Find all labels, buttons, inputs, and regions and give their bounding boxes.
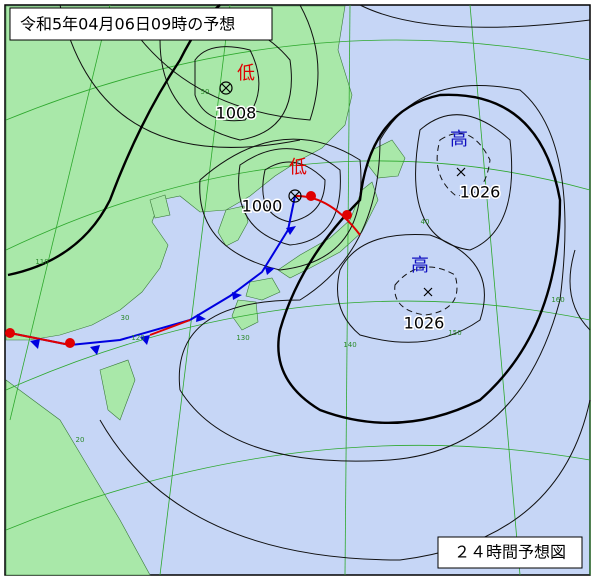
title-box xyxy=(9,7,273,41)
grid-label: 150 xyxy=(448,329,461,337)
land xyxy=(5,5,406,576)
footer-label: ２４時間予想図 xyxy=(454,543,566,562)
grid-label: 130 xyxy=(236,334,249,342)
grid-label: 160 xyxy=(551,296,564,304)
pressure-value: 1008 xyxy=(216,104,257,123)
system-kind: 高 xyxy=(450,129,468,150)
grid-label: 120 xyxy=(131,334,144,342)
pressure-value: 1026 xyxy=(404,314,445,333)
centers xyxy=(219,81,466,297)
graticule xyxy=(5,4,591,576)
pressure-value: 1026 xyxy=(460,183,501,202)
system-kind: 低 xyxy=(237,63,255,84)
grid-label: 20 xyxy=(76,436,85,444)
system-kind: 高 xyxy=(411,255,429,276)
fronts xyxy=(5,191,361,355)
footer-box xyxy=(437,536,583,569)
isobars xyxy=(59,4,591,561)
pressure-value: 1000 xyxy=(242,197,283,216)
title: 令和5年04月06日09時の予想 xyxy=(20,15,235,34)
labels: 低 1008 低 1000 高 1026 高 1026 50 40 30 20 110 120 130 140… xyxy=(35,63,564,444)
system-kind: 低 xyxy=(289,157,307,178)
grid-label: 110 xyxy=(35,258,48,266)
grid-label: 140 xyxy=(343,341,356,349)
grid-label: 40 xyxy=(421,218,430,226)
grid-label: 50 xyxy=(201,88,210,96)
grid-label: 30 xyxy=(121,314,130,322)
